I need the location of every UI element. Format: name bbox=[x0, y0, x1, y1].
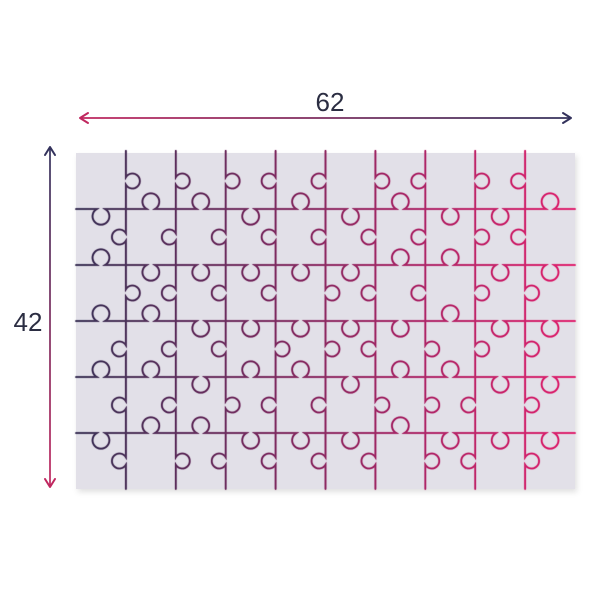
svg-text:42: 42 bbox=[14, 307, 43, 337]
svg-text:62: 62 bbox=[316, 87, 345, 117]
